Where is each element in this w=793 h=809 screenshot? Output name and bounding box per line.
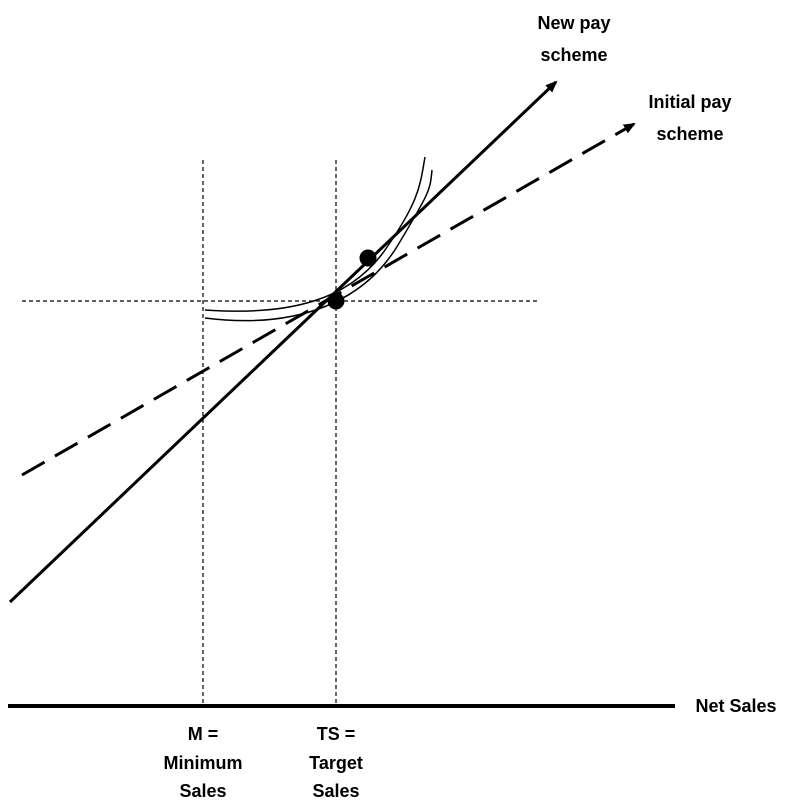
target-sales-label-line1: TS = (317, 724, 356, 744)
new-pay-scheme-line (8, 80, 558, 604)
minimum-sales-label-line3: Sales (179, 781, 226, 801)
initial-pay-scheme-label-line1: Initial pay (648, 92, 731, 112)
new-pay-scheme-label-line1: New pay (537, 13, 610, 33)
initial-optimum-point (327, 292, 345, 310)
x-axis-label: Net Sales (695, 696, 776, 716)
minimum-sales-label-line1: M = (188, 724, 219, 744)
target-sales-label-line3: Sales (312, 781, 359, 801)
new-pay-scheme-label-line2: scheme (540, 45, 607, 65)
target-sales-label-line2: Target (309, 753, 363, 773)
minimum-sales-label-line2: Minimum (164, 753, 243, 773)
indifference-curve-upper (204, 169, 433, 322)
new-optimum-point (359, 249, 377, 267)
initial-pay-scheme-label-line2: scheme (656, 124, 723, 144)
indifference-curve-lower (204, 156, 426, 312)
